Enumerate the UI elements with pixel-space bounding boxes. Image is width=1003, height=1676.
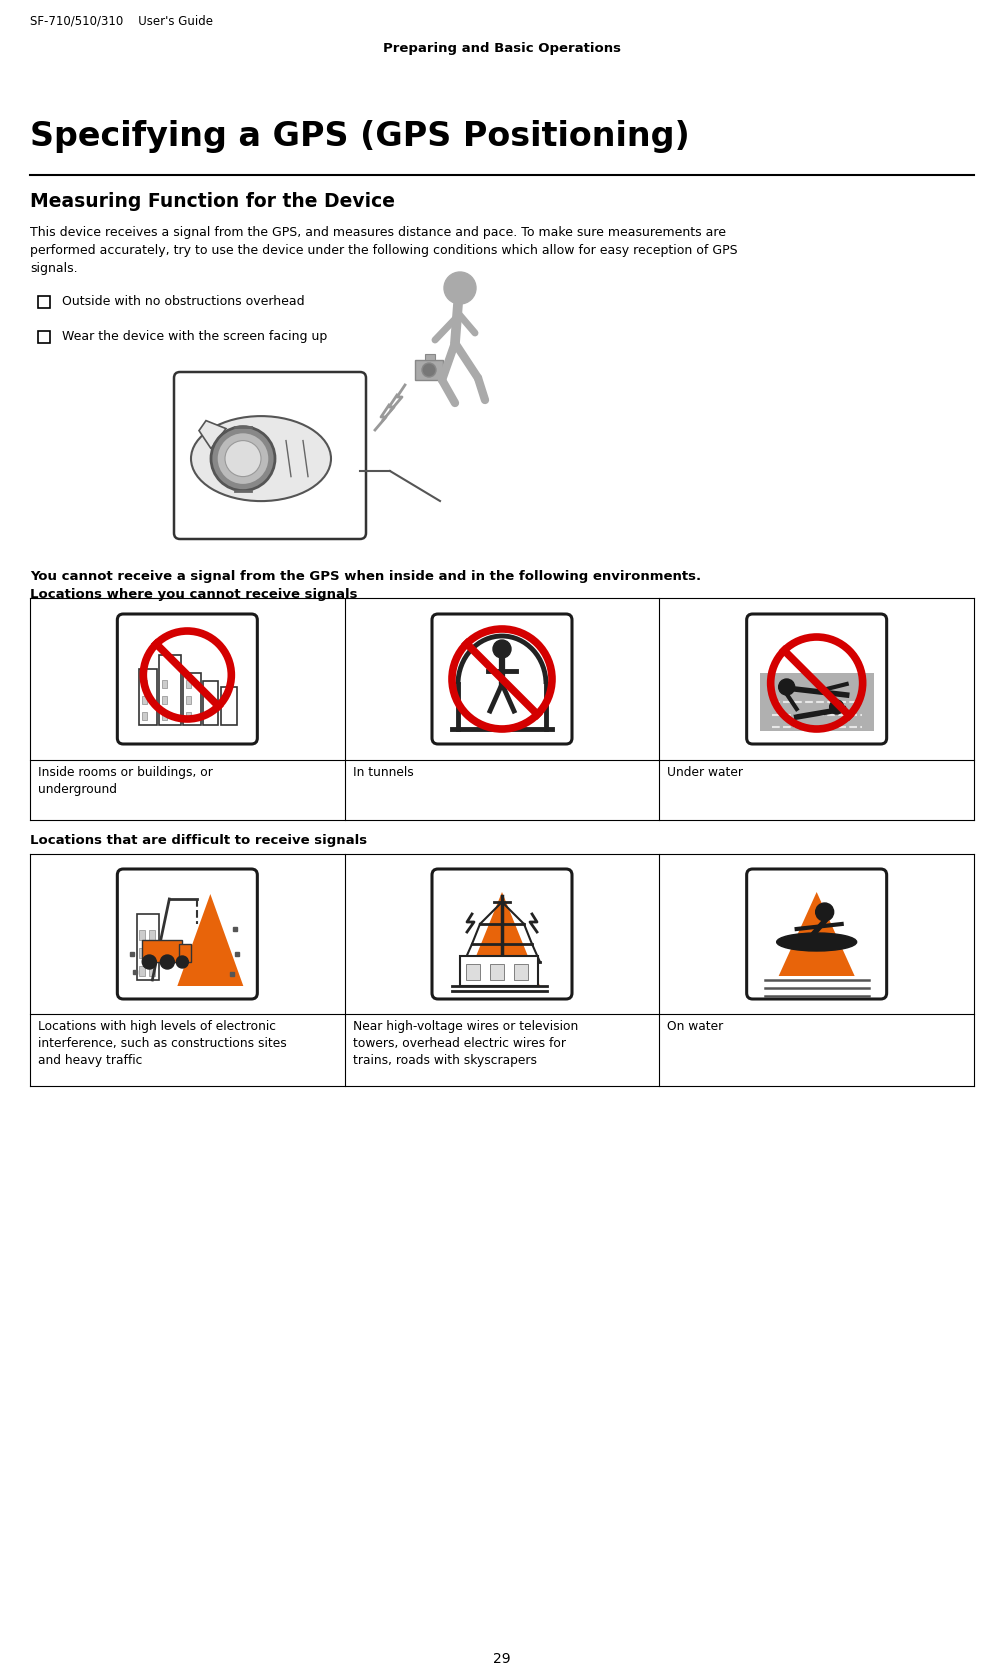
Circle shape: [142, 955, 156, 969]
Text: signals.: signals.: [30, 261, 77, 275]
Bar: [142, 680, 147, 689]
Polygon shape: [178, 893, 243, 985]
Bar: [187, 680, 192, 689]
Bar: [149, 949, 155, 959]
Bar: [424, 354, 434, 360]
Bar: [459, 955, 538, 985]
Text: Locations with high levels of electronic
interference, such as constructions sit: Locations with high levels of electronic…: [38, 1021, 287, 1068]
Ellipse shape: [191, 416, 331, 501]
FancyBboxPatch shape: [117, 868, 257, 999]
Bar: [184, 674, 202, 726]
Bar: [38, 330, 50, 344]
Text: Outside with no obstructions overhead: Outside with no obstructions overhead: [62, 295, 304, 308]
Bar: [221, 687, 237, 726]
Bar: [162, 712, 168, 721]
Circle shape: [421, 364, 435, 377]
FancyBboxPatch shape: [117, 613, 257, 744]
Bar: [162, 696, 168, 704]
Circle shape: [211, 427, 275, 491]
Bar: [142, 712, 147, 721]
Bar: [139, 949, 145, 959]
FancyBboxPatch shape: [174, 372, 366, 540]
Bar: [514, 964, 528, 980]
Circle shape: [160, 955, 175, 969]
Polygon shape: [463, 892, 540, 985]
Polygon shape: [199, 421, 226, 449]
Bar: [162, 680, 168, 689]
Text: Wear the device with the screen facing up: Wear the device with the screen facing u…: [62, 330, 327, 344]
Circle shape: [828, 701, 843, 714]
Text: Locations that are difficult to receive signals: Locations that are difficult to receive …: [30, 835, 367, 846]
Text: Near high-voltage wires or television
towers, overhead electric wires for
trains: Near high-voltage wires or television to…: [352, 1021, 578, 1068]
Bar: [759, 674, 873, 731]
Bar: [139, 930, 145, 940]
Bar: [180, 944, 192, 962]
Text: Specifying a GPS (GPS Positioning): Specifying a GPS (GPS Positioning): [30, 121, 689, 153]
Circle shape: [778, 679, 794, 696]
Text: On water: On water: [667, 1021, 723, 1032]
Text: In tunnels: In tunnels: [352, 766, 413, 779]
Text: Locations where you cannot receive signals: Locations where you cannot receive signa…: [30, 588, 357, 602]
Text: You cannot receive a signal from the GPS when inside and in the following enviro: You cannot receive a signal from the GPS…: [30, 570, 700, 583]
Circle shape: [814, 903, 832, 922]
Circle shape: [225, 441, 261, 476]
Text: Measuring Function for the Device: Measuring Function for the Device: [30, 193, 394, 211]
Text: 29: 29: [492, 1653, 511, 1666]
Bar: [149, 930, 155, 940]
Bar: [142, 696, 147, 704]
Circle shape: [217, 432, 269, 484]
Bar: [159, 655, 182, 726]
Text: performed accurately, try to use the device under the following conditions which: performed accurately, try to use the dev…: [30, 245, 737, 256]
Circle shape: [443, 272, 475, 303]
Text: Preparing and Basic Operations: Preparing and Basic Operations: [382, 42, 621, 55]
Bar: [414, 360, 442, 380]
FancyBboxPatch shape: [431, 613, 572, 744]
Bar: [139, 669, 157, 726]
Polygon shape: [778, 892, 854, 975]
Bar: [137, 913, 159, 980]
Circle shape: [177, 955, 189, 969]
Bar: [139, 965, 145, 975]
Bar: [187, 696, 192, 704]
Circle shape: [492, 640, 511, 659]
Text: Inside rooms or buildings, or
underground: Inside rooms or buildings, or undergroun…: [38, 766, 213, 796]
FancyBboxPatch shape: [431, 868, 572, 999]
Bar: [142, 940, 183, 962]
Text: This device receives a signal from the GPS, and measures distance and pace. To m: This device receives a signal from the G…: [30, 226, 725, 240]
Bar: [465, 964, 479, 980]
Text: SF-710/510/310    User's Guide: SF-710/510/310 User's Guide: [30, 13, 213, 27]
Bar: [38, 297, 50, 308]
Bar: [489, 964, 504, 980]
Text: Under water: Under water: [667, 766, 742, 779]
Bar: [204, 680, 218, 726]
Bar: [149, 965, 155, 975]
Ellipse shape: [776, 934, 856, 950]
FancyBboxPatch shape: [746, 868, 886, 999]
FancyBboxPatch shape: [746, 613, 886, 744]
Bar: [187, 712, 192, 721]
